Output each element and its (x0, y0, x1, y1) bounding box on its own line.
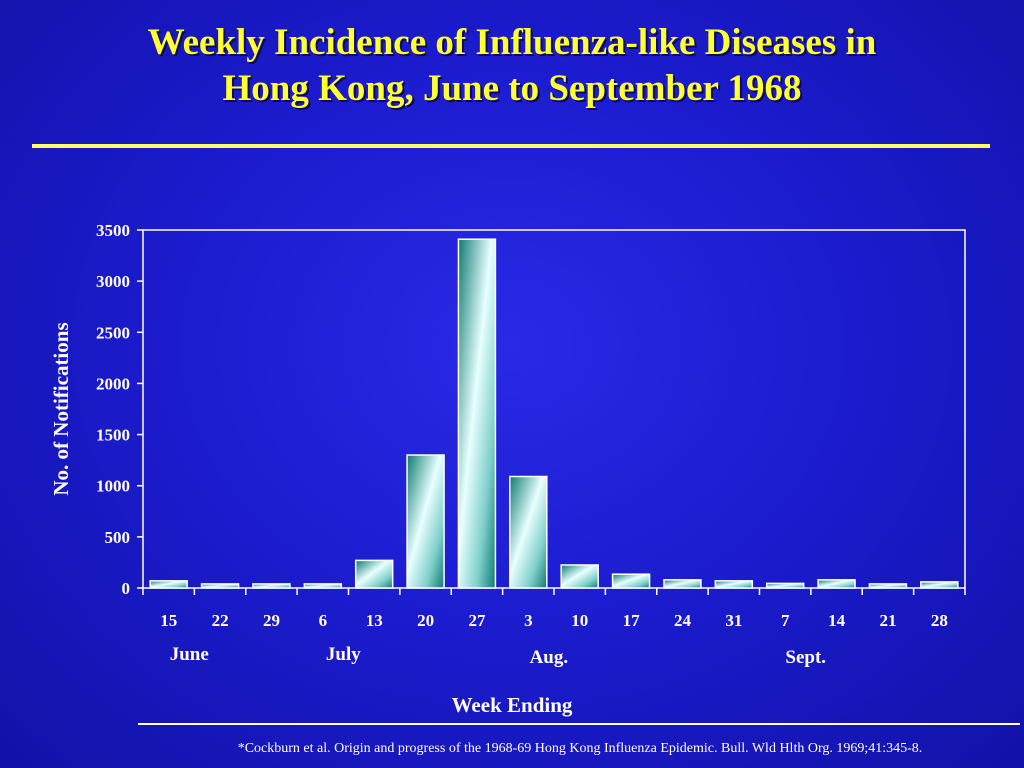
x-axis: 15 22 29 6 13 20 27 3 10 17 24 31 7 14 21 28 (142, 588, 966, 630)
month-label: July (326, 644, 361, 665)
chart-title-line1: Weekly Incidence of Influenza-like Disea… (147, 22, 877, 63)
bar (765, 582, 805, 589)
plot-area (142, 229, 966, 589)
bar-series (149, 238, 959, 589)
y-axis-title: No. of Notifications (49, 322, 73, 495)
bar (354, 559, 394, 589)
bar (149, 580, 188, 589)
y-tick-label: 0 (122, 579, 131, 598)
y-tick-label: 3000 (96, 272, 130, 291)
x-tick-label: 22 (212, 611, 229, 630)
bar (560, 564, 599, 589)
y-tick-label: 2000 (96, 374, 130, 393)
bar (714, 580, 754, 589)
y-tick-label: 1500 (96, 426, 130, 445)
chart-title-line2: Hong Kong, June to September 1968 (222, 68, 802, 109)
x-axis-title: Week Ending (452, 693, 573, 717)
title-underline (32, 144, 990, 148)
bar (611, 573, 651, 589)
x-tick-label: 31 (725, 611, 742, 630)
footnote: *Cockburn et al. Origin and progress of … (237, 741, 923, 756)
month-label: Sept. (785, 647, 826, 668)
y-axis: 0 500 1000 1500 2000 2500 3000 3500 (96, 221, 143, 598)
y-tick-label: 2500 (96, 323, 130, 342)
month-label: Aug. (530, 647, 569, 668)
chart-title: Weekly Incidence of Influenza-like Disea… (0, 20, 1024, 112)
x-tick-label: 6 (319, 611, 328, 630)
bar (457, 238, 497, 589)
x-tick-label: 17 (623, 611, 641, 630)
bar (303, 583, 343, 589)
y-tick-label: 500 (105, 528, 131, 547)
x-tick-label: 3 (524, 611, 533, 630)
bar (200, 583, 240, 589)
x-tick-label: 15 (160, 611, 177, 630)
x-tick-label: 20 (417, 611, 434, 630)
bar (509, 475, 548, 589)
x-tick-label: 10 (571, 611, 588, 630)
x-tick-label: 29 (263, 611, 280, 630)
x-tick-label: 24 (674, 611, 692, 630)
footnote-rule (138, 723, 1020, 725)
bar (252, 583, 291, 589)
y-tick-label: 1000 (96, 477, 130, 496)
bar (406, 454, 445, 589)
bar (920, 581, 959, 589)
x-tick-label: 27 (468, 611, 486, 630)
month-label: June (170, 644, 209, 665)
y-tick-label: 3500 (96, 221, 130, 240)
bar (868, 583, 908, 589)
bar (663, 579, 702, 589)
bar (817, 579, 856, 589)
x-tick-label: 13 (366, 611, 383, 630)
month-labels: June July Aug. Sept. (170, 644, 826, 668)
x-tick-label: 21 (879, 611, 896, 630)
x-tick-label: 7 (781, 611, 790, 630)
x-tick-label: 14 (828, 611, 846, 630)
x-tick-label: 28 (931, 611, 948, 630)
